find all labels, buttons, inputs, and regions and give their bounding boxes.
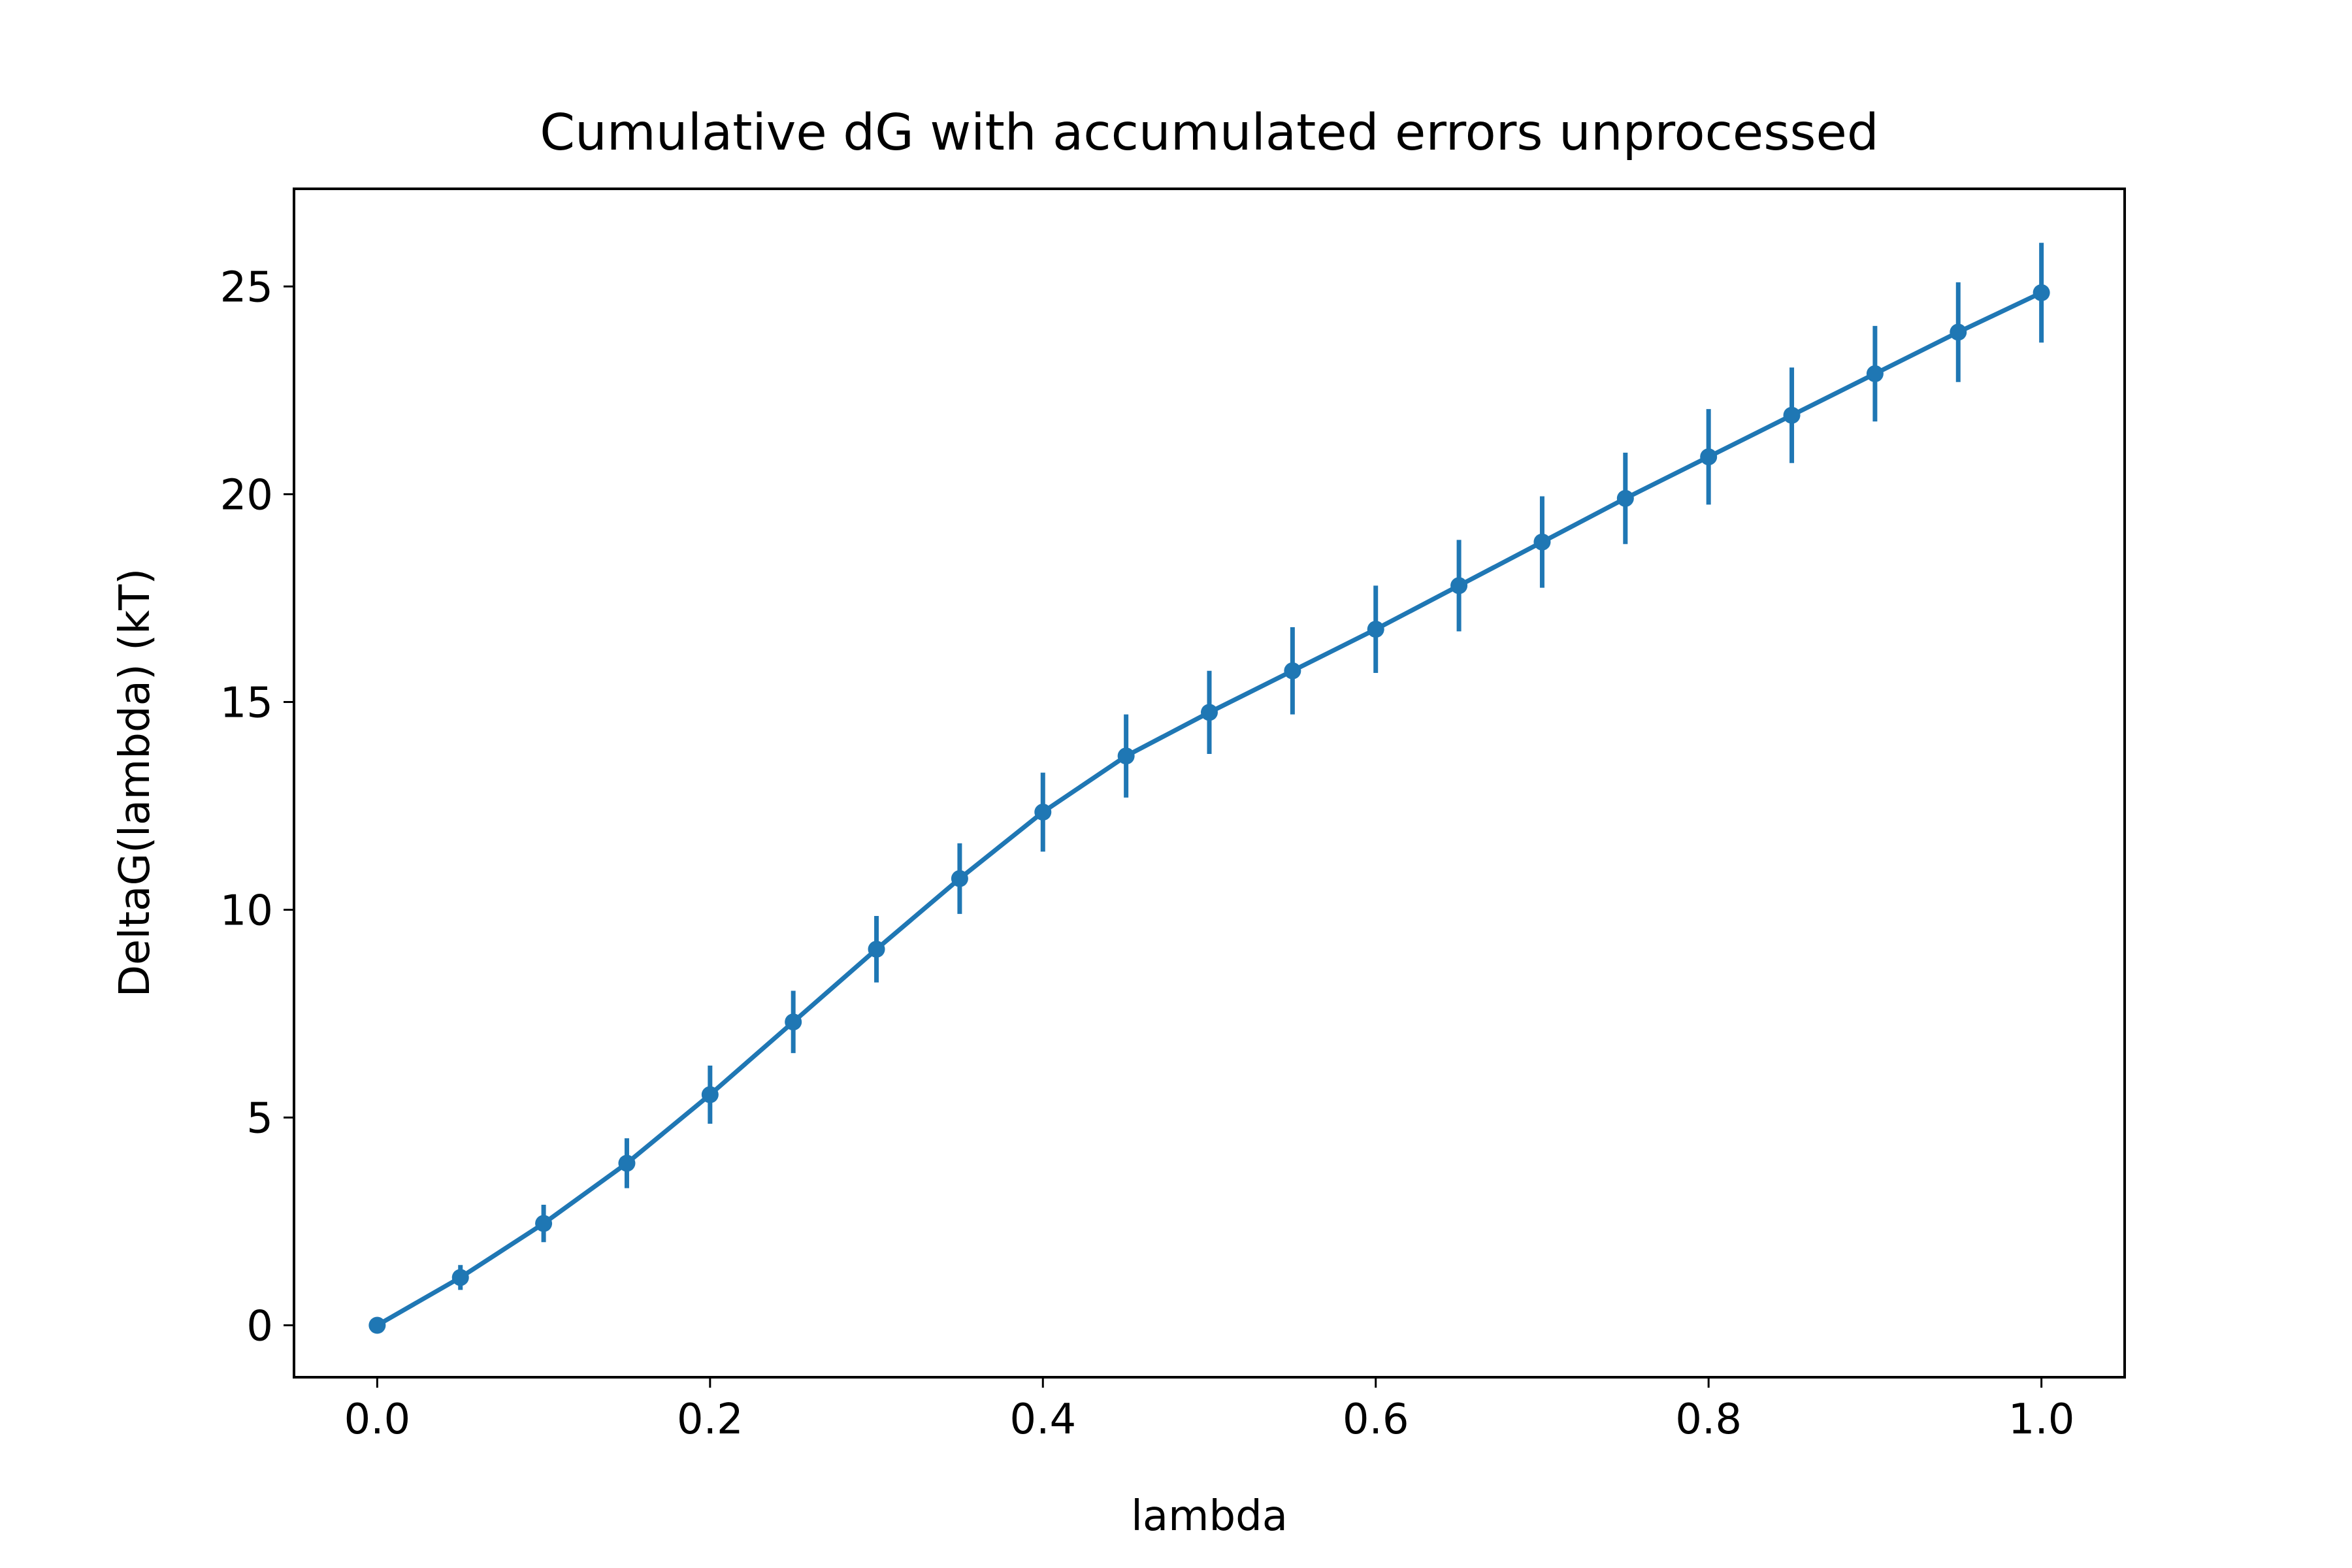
data-point: [1616, 489, 1634, 507]
x-tick-label: 0.4: [1009, 1396, 1076, 1444]
y-axis-label: DeltaG(lambda) (kT): [111, 568, 159, 998]
data-point: [1367, 621, 1384, 638]
data-point: [1866, 365, 1884, 383]
plot-area: [368, 242, 2050, 1334]
data-point: [868, 940, 885, 958]
data-point: [1117, 747, 1135, 765]
y-tick-label: 10: [220, 887, 273, 935]
data-point: [368, 1316, 386, 1334]
data-point: [1034, 804, 1052, 821]
data-point: [451, 1269, 469, 1286]
x-axis-label: lambda: [1131, 1492, 1288, 1541]
data-point: [701, 1086, 719, 1103]
x-tick-label: 0.6: [1343, 1396, 1409, 1444]
x-tick-label: 0.8: [1675, 1396, 1742, 1444]
y-tick-label: 5: [246, 1094, 273, 1143]
x-axis: 0.0 0.2 0.4 0.6 0.8 1.0: [344, 1377, 2075, 1444]
y-tick-label: 25: [220, 263, 273, 312]
x-tick-label: 0.0: [344, 1396, 410, 1444]
chart-title: Cumulative dG with accumulated errors un…: [540, 104, 1879, 162]
data-point: [1284, 662, 1301, 679]
data-point: [618, 1154, 636, 1172]
y-tick-label: 15: [220, 679, 273, 727]
data-point: [1700, 448, 1718, 466]
data-point: [1950, 323, 1967, 341]
x-tick-label: 0.2: [677, 1396, 743, 1444]
data-point: [1450, 577, 1468, 595]
data-point: [951, 870, 968, 887]
data-point: [1201, 704, 1218, 721]
y-tick-label: 0: [246, 1302, 273, 1350]
x-tick-label: 1.0: [2008, 1396, 2075, 1444]
y-axis: 0 5 10 15 20 25: [220, 263, 294, 1350]
y-tick-label: 20: [220, 471, 273, 519]
plot-frame: [293, 188, 2126, 1379]
data-point: [535, 1215, 553, 1232]
data-point: [2033, 284, 2050, 302]
data-point: [1783, 406, 1801, 424]
data-point: [785, 1013, 802, 1031]
data-point: [1533, 533, 1551, 551]
